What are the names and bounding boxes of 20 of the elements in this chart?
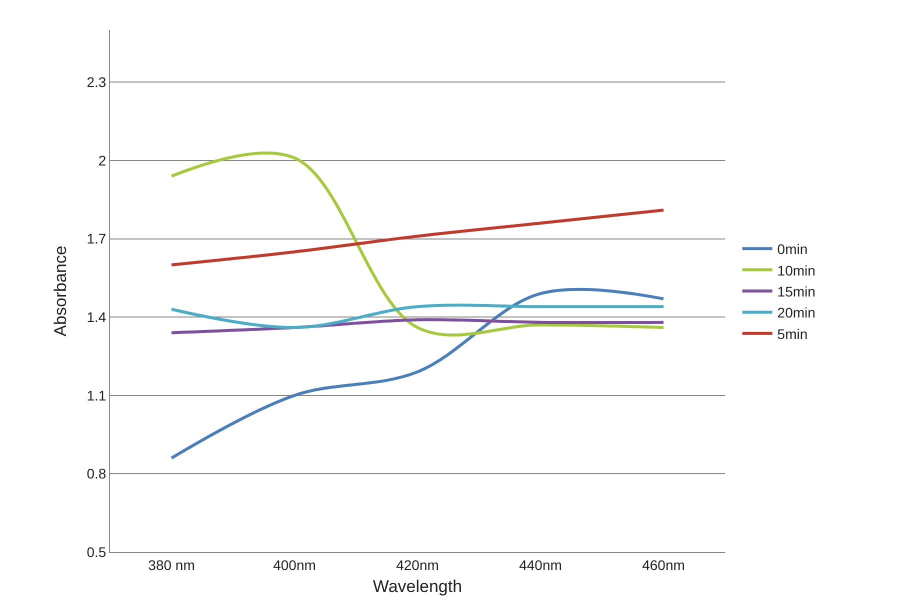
y-tick-label: 2.3 <box>86 74 106 90</box>
x-tick-label: 440nm <box>519 556 562 573</box>
legend-label: 15min <box>777 283 816 300</box>
legend-label: 5min <box>777 326 808 342</box>
legend-label: 10min <box>777 262 816 278</box>
y-tick-label: 2 <box>98 152 106 168</box>
y-tick-label: 0.5 <box>86 544 106 560</box>
x-tick-label: 460nm <box>642 556 685 573</box>
y-tick-label: 1.1 <box>86 387 106 404</box>
y-tick-label: 1.4 <box>86 309 106 325</box>
y-tick-label: 1.7 <box>86 230 106 247</box>
y-axis-title: Absorbance <box>51 246 70 336</box>
y-tick-label: 0.8 <box>86 466 106 482</box>
x-axis-title: Wavelength <box>372 577 462 596</box>
x-tick-label: 420nm <box>396 556 439 573</box>
x-tick-label: 400nm <box>273 556 316 573</box>
legend-label: 0min <box>777 241 808 258</box>
line-series <box>170 208 665 266</box>
legend-label: 20min <box>777 304 816 321</box>
x-tick-label: 380 nm <box>148 556 195 573</box>
